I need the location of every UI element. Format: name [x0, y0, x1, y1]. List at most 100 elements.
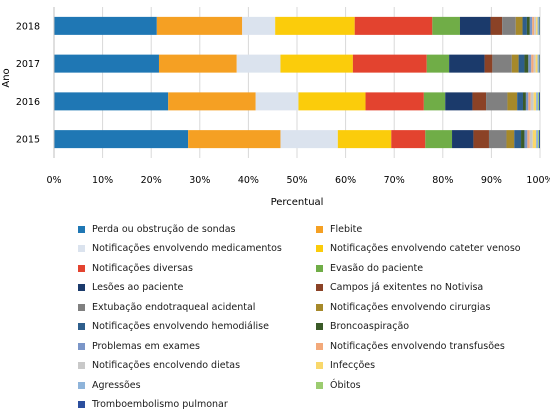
bar-segment	[527, 17, 530, 35]
bar-segment	[298, 92, 365, 110]
legend-item: Infecções	[316, 358, 536, 375]
bar-segment	[532, 17, 534, 35]
legend-label: Notificações envolvendo cirurgias	[330, 302, 490, 313]
bar-segment	[507, 92, 517, 110]
bar-segment	[473, 130, 489, 148]
legend-item: Evasão do paciente	[316, 260, 536, 277]
legend-swatch	[316, 323, 323, 330]
bar-segment	[485, 55, 493, 73]
bar-segment	[534, 92, 536, 110]
legend-label: Notificações envolvendo cateter venoso	[330, 243, 521, 254]
legend-swatch	[78, 401, 85, 408]
legend-item: Notificações encolvendo dietas	[78, 358, 316, 375]
legend-swatch	[78, 265, 85, 272]
bar-segment	[489, 130, 506, 148]
bar-segment	[536, 130, 538, 148]
bar-segment	[538, 130, 539, 148]
bar-segment	[527, 130, 529, 148]
legend-item: Notificações envolvendo hemodiálise	[78, 319, 316, 336]
bar-segment	[280, 55, 352, 73]
y-tick-label: 2016	[16, 97, 40, 108]
bar-segment	[460, 17, 491, 35]
legend-label: Notificações envolvendo hemodiálise	[92, 321, 269, 332]
legend-item: Notificações envolvendo medicamentos	[78, 241, 316, 258]
legend-item: Notificações envolvendo cateter venoso	[316, 241, 536, 258]
bar-segment	[536, 55, 538, 73]
legend-item: Notificações envolvendo transfusões	[316, 338, 536, 355]
bar-segment	[391, 130, 425, 148]
legend-swatch	[316, 284, 323, 291]
bar-segment	[355, 17, 433, 35]
legend-swatch	[316, 362, 323, 369]
x-tick-label: 20%	[141, 175, 162, 186]
bar-segment	[530, 17, 532, 35]
legend-label: Broncoaspiração	[330, 321, 409, 332]
bar-segment	[521, 130, 524, 148]
bar-segment	[54, 92, 168, 110]
legend-item: Óbitos	[316, 377, 536, 394]
x-tick-label: 30%	[189, 175, 210, 186]
bar-segment	[524, 55, 528, 73]
bar-segment	[445, 92, 472, 110]
legend-label: Problemas em exames	[92, 341, 200, 352]
bar-segment	[536, 92, 538, 110]
x-tick-label: 80%	[432, 175, 453, 186]
legend-label: Perda ou obstrução de sondas	[92, 224, 236, 235]
legend-swatch	[78, 226, 85, 233]
bar-segment	[533, 130, 536, 148]
legend-label: Notificações envolvendo transfusões	[330, 341, 505, 352]
legend-label: Infecções	[330, 360, 375, 371]
x-tick-label: 100%	[526, 175, 550, 186]
x-tick-label: 0%	[46, 175, 61, 186]
bar-segment	[517, 92, 523, 110]
bar-segment	[516, 17, 523, 35]
bar-segment	[338, 130, 391, 148]
bar-segment	[512, 55, 519, 73]
bar-segment	[54, 130, 188, 148]
legend-swatch	[78, 343, 85, 350]
bar-segment	[536, 17, 537, 35]
bar-segment	[54, 17, 157, 35]
y-tick-label: 2015	[16, 135, 40, 146]
legend: Perda ou obstrução de sondas Flebite Notif…	[78, 221, 548, 413]
legend-swatch	[316, 343, 323, 350]
legend-swatch	[78, 304, 85, 311]
bar-segment	[256, 92, 299, 110]
bar-segment	[534, 17, 536, 35]
bar-segment	[523, 92, 526, 110]
bar-segment	[531, 55, 533, 73]
legend-item: Agressões	[78, 377, 316, 394]
legend-swatch	[316, 226, 323, 233]
bar-segment	[528, 55, 531, 73]
x-tick-label: 10%	[92, 175, 113, 186]
legend-swatch	[78, 362, 85, 369]
legend-swatch	[316, 265, 323, 272]
legend-label: Lesões ao paciente	[92, 282, 183, 293]
legend-item: Problemas em exames	[78, 338, 316, 355]
legend-swatch	[78, 245, 85, 252]
legend-swatch	[316, 245, 323, 252]
legend-label: Campos já exitentes no Notivisa	[330, 282, 483, 293]
bar-segment	[538, 17, 539, 35]
bar-segment	[531, 92, 534, 110]
bar-segment	[157, 17, 242, 35]
bar-segment	[514, 130, 521, 148]
x-tick-label: 70%	[384, 175, 405, 186]
bar-segment	[432, 17, 460, 35]
bar-segment	[188, 130, 280, 148]
legend-label: Evasão do paciente	[330, 263, 423, 274]
bar-segment	[539, 130, 540, 148]
legend-item: Flebite	[316, 221, 536, 238]
bar-segment	[353, 55, 427, 73]
legend-item: Notificações envolvendo cirurgias	[316, 299, 536, 316]
bar-segment	[538, 55, 539, 73]
bar-segment	[472, 92, 486, 110]
x-tick-label: 90%	[481, 175, 502, 186]
bar-segment	[519, 55, 525, 73]
legend-label: Óbitos	[330, 380, 361, 391]
legend-label: Notificações envolvendo medicamentos	[92, 243, 282, 254]
bar-segment	[502, 17, 516, 35]
legend-label: Tromboembolismo pulmonar	[92, 399, 228, 410]
y-tick-label: 2017	[16, 59, 40, 70]
